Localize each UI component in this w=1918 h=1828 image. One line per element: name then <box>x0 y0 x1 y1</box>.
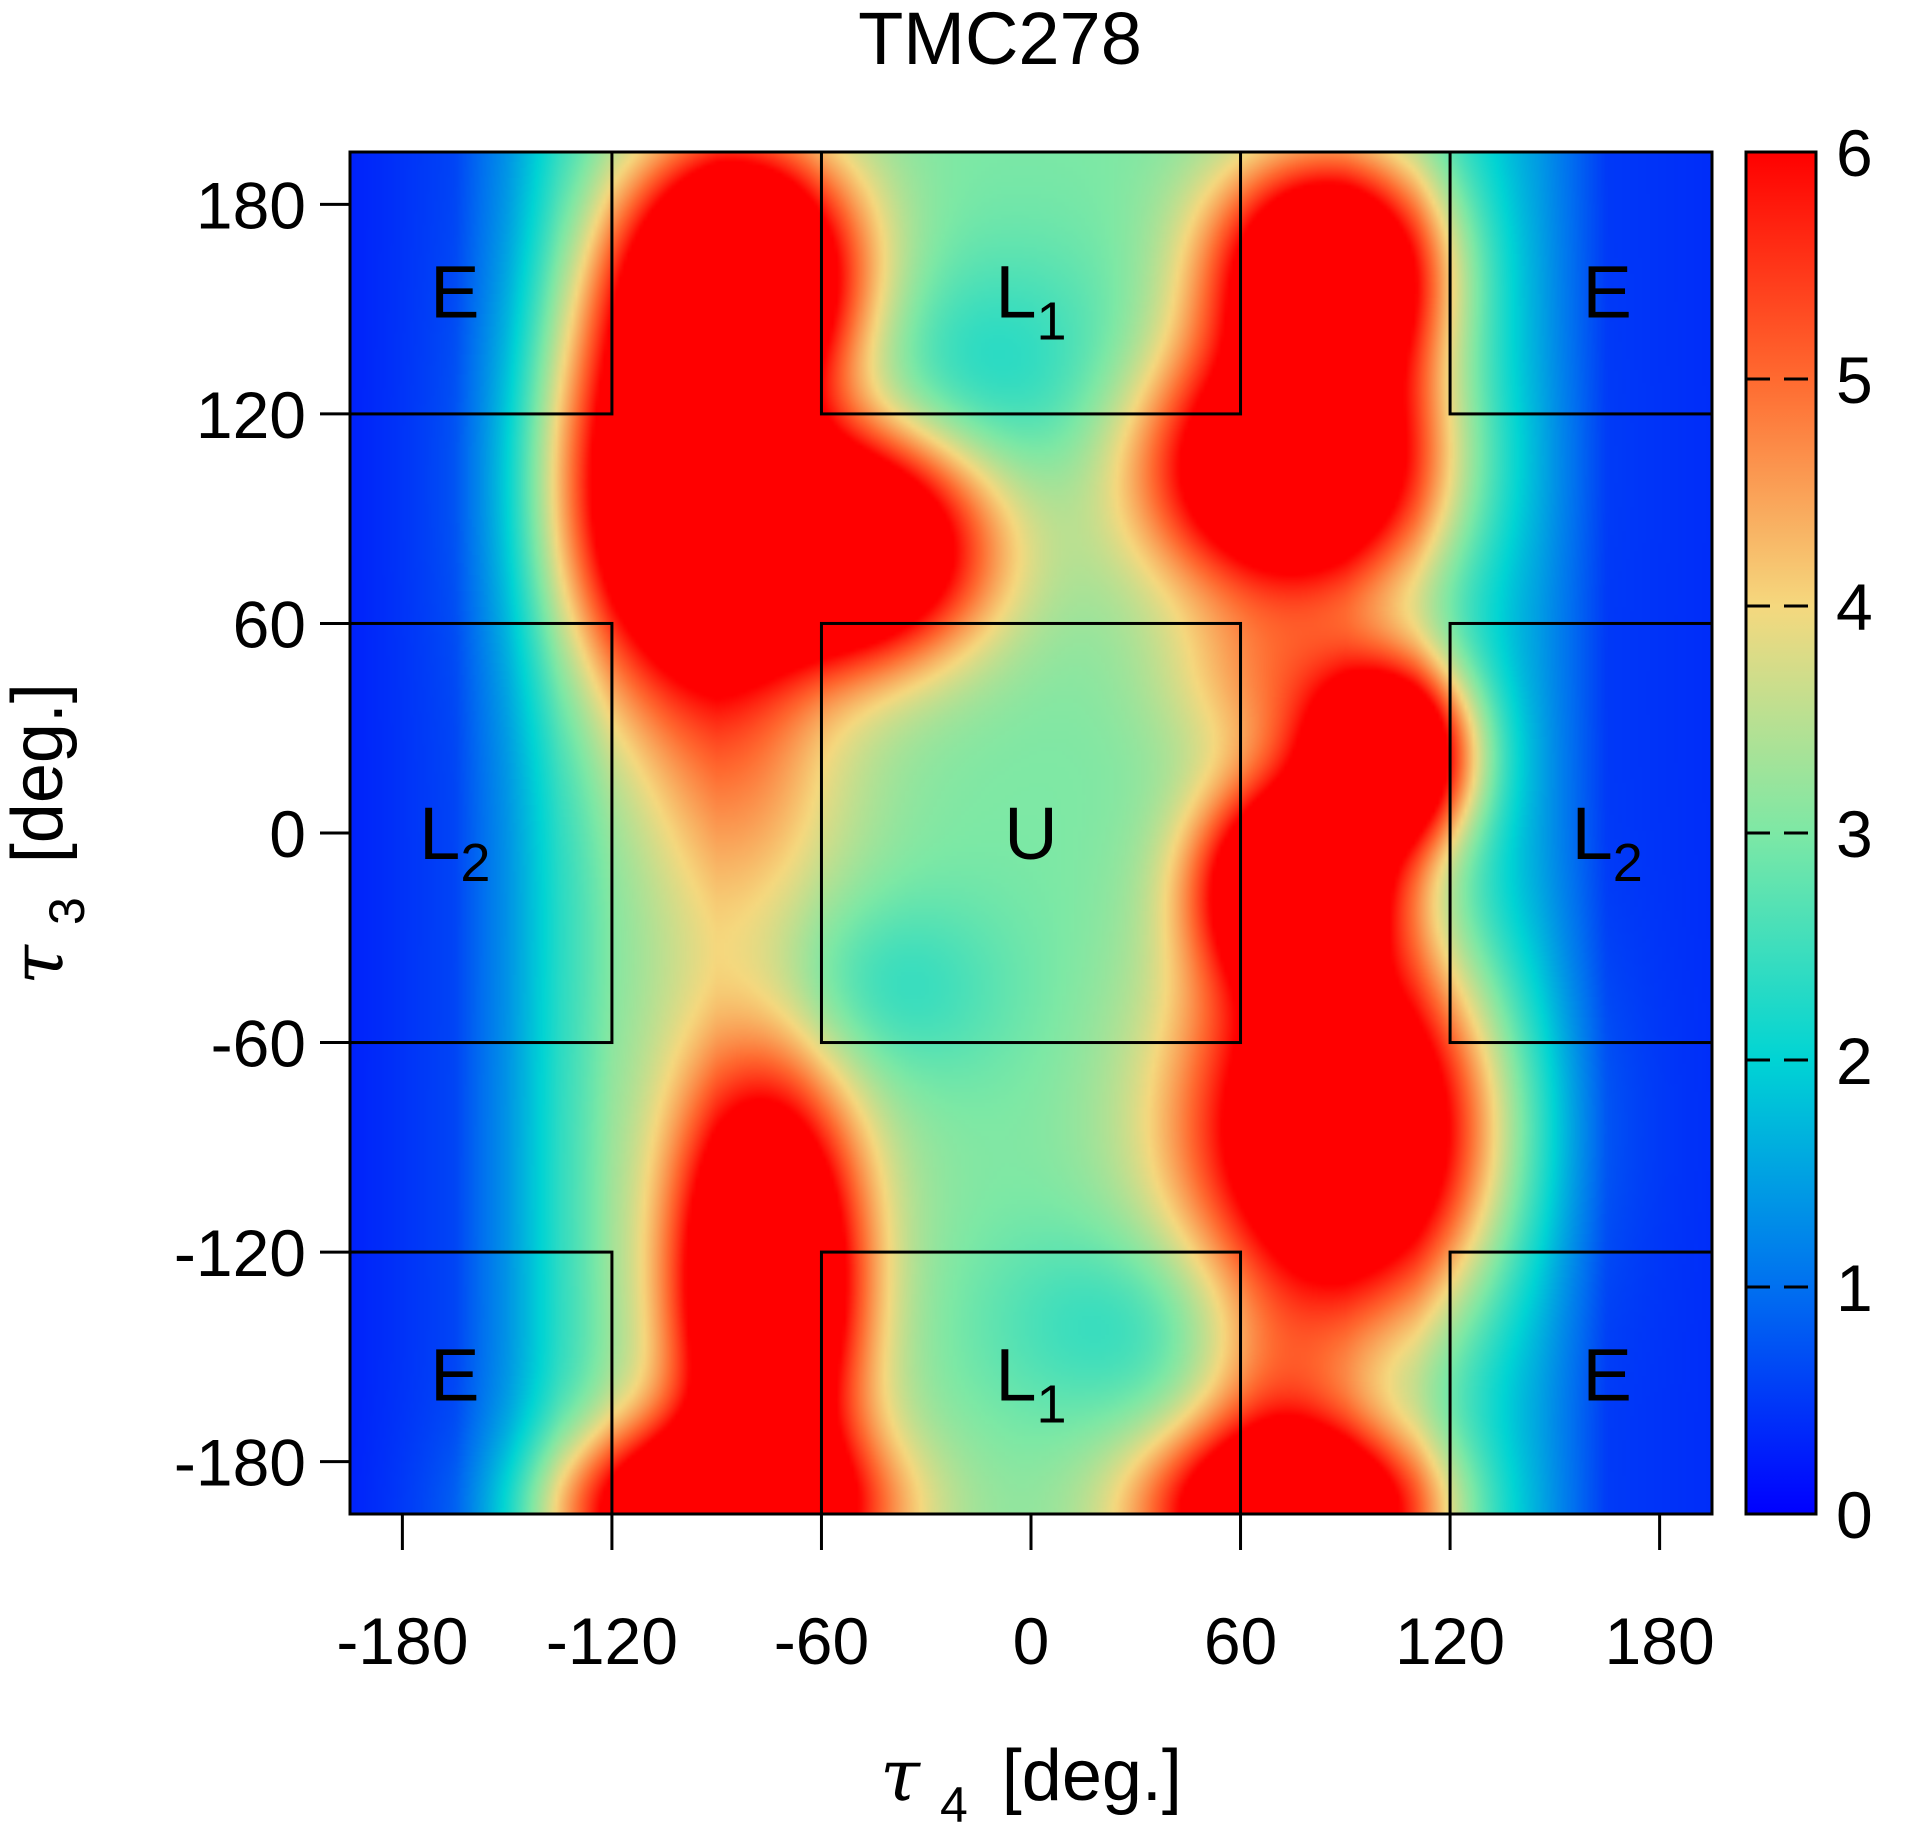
colorbar-tick-label: 3 <box>1836 797 1873 871</box>
x-axis-subscript: 4 <box>940 1777 968 1828</box>
y-tick-label: -60 <box>211 1007 306 1081</box>
chart-title: TMC278 <box>858 0 1142 80</box>
y-axis-symbol: τ <box>0 944 79 985</box>
y-tick-label: -180 <box>174 1426 306 1500</box>
y-axis-label: τ 3 [deg.] <box>0 683 100 985</box>
y-tick-label: 0 <box>269 797 306 871</box>
y-tick-label: 60 <box>233 587 306 661</box>
x-axis: -180 -120 -60 0 60 120 180 <box>336 1514 1715 1678</box>
region-label-3: L2 <box>419 792 490 893</box>
region-label-4: U <box>1004 792 1057 875</box>
x-axis-symbol: τ <box>880 1733 921 1817</box>
region-label-0: E <box>430 251 479 334</box>
y-axis-label-group: τ 3 [deg.] <box>0 683 100 985</box>
region-label-5: L2 <box>1572 792 1643 893</box>
colorbar-tick-label: 2 <box>1836 1024 1873 1098</box>
region-label-8: E <box>1583 1333 1632 1416</box>
heatmap-area <box>350 152 1712 1514</box>
region-label-7: L1 <box>995 1333 1066 1434</box>
x-tick-label: 0 <box>1013 1604 1050 1678</box>
region-label-2: E <box>1583 251 1632 334</box>
colorbar-tick-label: 1 <box>1836 1251 1873 1325</box>
x-axis-label: τ 4 [deg.] <box>880 1733 1182 1828</box>
region-labels: E L1 E L2 U L2 E L1 E <box>419 251 1643 1435</box>
x-tick-label: -180 <box>336 1604 468 1678</box>
y-tick-label: -120 <box>174 1216 306 1290</box>
y-axis: -180 -120 -60 0 60 120 180 <box>174 168 350 1500</box>
region-box-4 <box>819 621 1243 1045</box>
colorbar-tick-label: 0 <box>1836 1478 1873 1552</box>
heatmap-raster <box>350 152 1712 1514</box>
x-tick-label: 120 <box>1395 1604 1505 1678</box>
y-tick-label: 180 <box>196 168 306 242</box>
region-label-1: L1 <box>995 251 1066 352</box>
region-label-6: E <box>430 1333 479 1416</box>
colorbar-tick-label: 5 <box>1836 343 1873 417</box>
x-axis-unit: [deg.] <box>1002 1736 1182 1816</box>
y-axis-subscript: 3 <box>39 897 95 925</box>
colorbar-ticks: 0 1 2 3 4 5 6 <box>1746 116 1873 1552</box>
x-tick-label: 60 <box>1204 1604 1277 1678</box>
colorbar-tick-label: 6 <box>1836 116 1873 190</box>
x-tick-label: -60 <box>774 1604 869 1678</box>
x-tick-label: -120 <box>546 1604 678 1678</box>
colorbar-tick-label: 4 <box>1836 570 1873 644</box>
x-tick-label: 180 <box>1605 1604 1715 1678</box>
y-tick-label: 120 <box>196 378 306 452</box>
y-axis-unit: [deg.] <box>0 683 78 863</box>
